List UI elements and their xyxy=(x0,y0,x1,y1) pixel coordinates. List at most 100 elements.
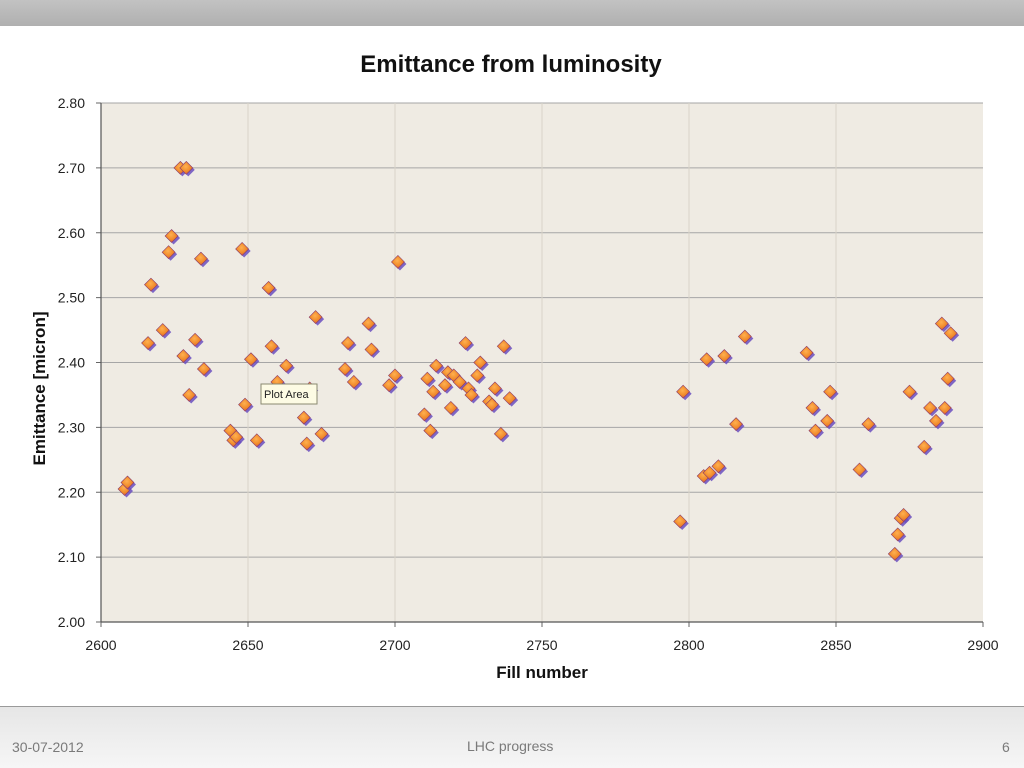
data-point[interactable] xyxy=(346,375,361,389)
data-point[interactable] xyxy=(943,326,958,341)
data-point[interactable] xyxy=(923,400,938,415)
y-axis-label: Emittance [micron] xyxy=(30,312,49,466)
data-point[interactable] xyxy=(496,339,511,354)
data-point[interactable] xyxy=(420,371,435,386)
data-point[interactable] xyxy=(438,378,452,393)
data-point[interactable] xyxy=(417,407,432,422)
data-point[interactable] xyxy=(902,384,917,399)
data-point[interactable] xyxy=(940,371,955,386)
data-point[interactable] xyxy=(299,436,314,451)
data-point[interactable] xyxy=(673,514,688,529)
data-point[interactable] xyxy=(161,245,176,260)
data-point[interactable] xyxy=(261,280,276,295)
data-point[interactable] xyxy=(887,546,902,561)
slide-date: 30-07-2012 xyxy=(12,739,84,755)
data-point[interactable] xyxy=(890,527,905,542)
data-point[interactable] xyxy=(188,332,203,347)
y-tick-label: 2.10 xyxy=(58,549,85,565)
plot-area-tooltip xyxy=(260,383,318,405)
data-point[interactable] xyxy=(488,381,502,396)
data-point[interactable] xyxy=(176,349,191,363)
data-point[interactable] xyxy=(737,329,752,344)
x-tick-label: 2700 xyxy=(379,637,410,653)
y-tick-label: 2.00 xyxy=(58,614,85,630)
chart-title: Emittance from luminosity xyxy=(360,51,662,78)
data-point[interactable] xyxy=(182,388,197,402)
x-tick-label: 2650 xyxy=(232,637,263,653)
data-point[interactable] xyxy=(388,368,402,383)
data-point[interactable] xyxy=(937,400,952,415)
data-point[interactable] xyxy=(338,362,352,376)
data-point[interactable] xyxy=(196,362,211,376)
data-point[interactable] xyxy=(144,277,158,292)
x-tick-label: 2850 xyxy=(820,637,851,653)
data-point[interactable] xyxy=(391,255,405,269)
y-tick-label: 2.40 xyxy=(58,355,85,371)
data-point[interactable] xyxy=(861,417,876,432)
data-point[interactable] xyxy=(699,352,714,367)
y-tick-label: 2.30 xyxy=(58,419,85,435)
data-point[interactable] xyxy=(452,375,467,389)
data-point[interactable] xyxy=(485,397,499,412)
data-point[interactable] xyxy=(426,384,441,399)
data-point[interactable] xyxy=(296,410,311,425)
data-point[interactable] xyxy=(808,423,823,438)
x-tick-label: 2750 xyxy=(526,637,557,653)
data-point[interactable] xyxy=(361,316,376,331)
x-tick-label: 2900 xyxy=(967,637,998,653)
data-point[interactable] xyxy=(314,426,329,441)
data-point[interactable] xyxy=(194,251,208,266)
data-point[interactable] xyxy=(717,349,732,363)
y-tick-label: 2.80 xyxy=(58,95,85,111)
data-point[interactable] xyxy=(676,384,691,399)
data-point[interactable] xyxy=(141,336,155,350)
slide-page-number: 6 xyxy=(1002,739,1010,755)
x-tick-label: 2600 xyxy=(85,637,116,653)
data-point[interactable] xyxy=(464,388,479,402)
chart-panel: 2.00 2.10 2.20 2.30 2.40 2.50 2.60 2.70 2.80 2600… xyxy=(0,26,1024,707)
emittance-chart: 2.00 2.10 2.20 2.30 2.40 2.50 2.60 2.70 2.80 2600… xyxy=(30,51,999,682)
y-tick-label: 2.70 xyxy=(58,160,85,176)
data-point[interactable] xyxy=(473,355,488,370)
data-point[interactable] xyxy=(493,426,508,441)
data-point[interactable] xyxy=(238,397,252,412)
data-point[interactable] xyxy=(249,433,264,448)
data-point[interactable] xyxy=(264,339,279,354)
data-point[interactable] xyxy=(805,400,820,415)
top-bar xyxy=(0,0,1024,26)
data-point[interactable] xyxy=(308,310,323,325)
data-point[interactable] xyxy=(244,352,258,367)
data-point[interactable] xyxy=(823,384,838,399)
data-point[interactable] xyxy=(502,391,517,406)
data-point[interactable] xyxy=(799,345,814,360)
data-point[interactable] xyxy=(179,160,194,175)
slide-footer: 30-07-2012 LHC progress 6 xyxy=(0,707,1024,768)
data-point[interactable] xyxy=(929,413,943,428)
y-tick-label: 2.60 xyxy=(58,225,85,241)
data-point[interactable] xyxy=(458,336,473,350)
data-point[interactable] xyxy=(120,475,135,490)
y-tick-label: 2.50 xyxy=(58,290,85,306)
data-point[interactable] xyxy=(229,430,244,445)
data-point[interactable] xyxy=(279,358,294,373)
data-point[interactable] xyxy=(364,342,379,357)
data-point[interactable] xyxy=(341,336,355,350)
data-point[interactable] xyxy=(443,400,458,415)
data-point[interactable] xyxy=(235,242,250,256)
y-tick-label: 2.20 xyxy=(58,484,85,500)
data-point[interactable] xyxy=(423,423,438,438)
data-point[interactable] xyxy=(470,368,485,383)
data-point[interactable] xyxy=(382,378,397,393)
x-tick-label: 2800 xyxy=(673,637,704,653)
data-point[interactable] xyxy=(155,323,170,337)
data-point[interactable] xyxy=(164,229,179,243)
data-point[interactable] xyxy=(429,358,444,373)
data-point[interactable] xyxy=(820,413,835,428)
data-point[interactable] xyxy=(917,439,932,454)
data-point[interactable] xyxy=(711,459,726,474)
data-point[interactable] xyxy=(934,316,949,331)
data-point[interactable] xyxy=(896,508,911,522)
data-point[interactable] xyxy=(702,465,717,480)
data-point[interactable] xyxy=(729,417,743,432)
data-point[interactable] xyxy=(852,462,867,477)
